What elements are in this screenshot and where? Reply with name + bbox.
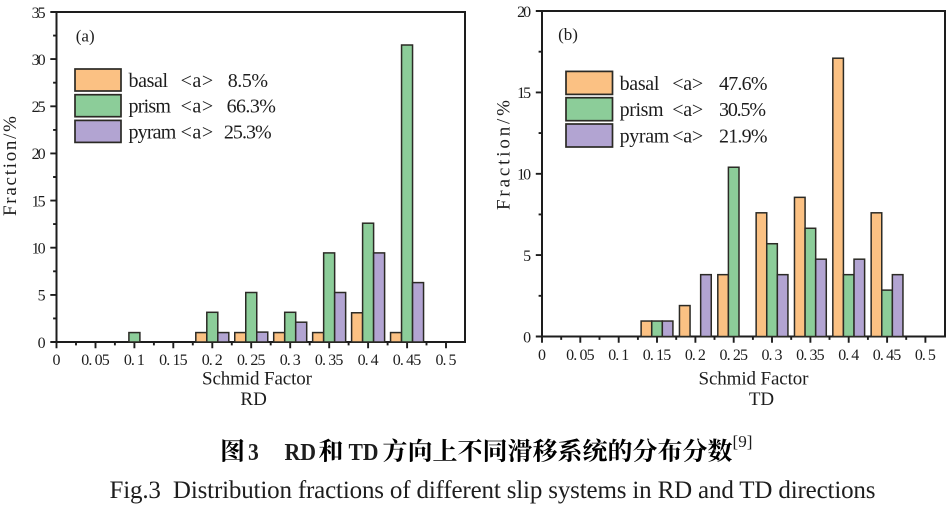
svg-text:(a): (a) — [76, 27, 95, 46]
svg-text:0. 45: 0. 45 — [873, 347, 902, 364]
svg-text:0. 35: 0. 35 — [796, 347, 825, 364]
svg-text:20: 20 — [517, 4, 531, 21]
svg-text:5: 5 — [38, 288, 46, 305]
svg-text:0. 15: 0. 15 — [159, 352, 188, 369]
svg-text:10: 10 — [32, 241, 46, 258]
svg-text:<a>: <a> — [181, 121, 214, 143]
svg-text:basal: basal — [620, 73, 660, 95]
svg-text:35: 35 — [32, 5, 46, 22]
svg-text:0. 3: 0. 3 — [280, 352, 301, 369]
svg-text:[9]: [9] — [733, 432, 753, 451]
svg-text:(b): (b) — [558, 25, 578, 44]
svg-text:0. 1: 0. 1 — [608, 347, 629, 364]
svg-text:0. 5: 0. 5 — [436, 352, 457, 369]
svg-text:pyram: pyram — [620, 126, 670, 148]
svg-text:0. 2: 0. 2 — [685, 347, 706, 364]
svg-text:0: 0 — [53, 352, 61, 369]
svg-text:30.5%: 30.5% — [719, 99, 766, 121]
svg-text:25.3%: 25.3% — [224, 121, 272, 143]
svg-text:<a>: <a> — [181, 70, 214, 92]
svg-text:0. 35: 0. 35 — [315, 352, 344, 369]
svg-text:15: 15 — [517, 85, 531, 102]
svg-text:0. 4: 0. 4 — [838, 347, 859, 364]
svg-text:0: 0 — [523, 329, 531, 346]
svg-text:<a>: <a> — [672, 126, 703, 148]
svg-text:0. 45: 0. 45 — [393, 352, 422, 369]
svg-text:0. 1: 0. 1 — [124, 352, 145, 369]
svg-text:21.9%: 21.9% — [719, 126, 768, 148]
svg-text:0. 3: 0. 3 — [762, 347, 783, 364]
svg-text:8.5%: 8.5% — [228, 70, 268, 92]
svg-text:15: 15 — [32, 193, 46, 210]
svg-text:TD: TD — [749, 389, 774, 410]
svg-text:47.6%: 47.6% — [719, 73, 768, 95]
svg-text:0. 4: 0. 4 — [358, 352, 379, 369]
svg-text:0. 15: 0. 15 — [643, 347, 672, 364]
svg-text:<a>: <a> — [181, 96, 214, 118]
svg-text:0. 05: 0. 05 — [566, 347, 595, 364]
svg-text:0. 5: 0. 5 — [915, 347, 936, 364]
svg-text:RD: RD — [240, 389, 266, 410]
svg-text:TD: TD — [349, 440, 379, 466]
svg-text:<a>: <a> — [672, 73, 703, 95]
svg-text:3: 3 — [248, 440, 259, 466]
svg-text:25: 25 — [32, 99, 46, 116]
svg-text:30: 30 — [32, 52, 46, 69]
svg-text:0. 2: 0. 2 — [202, 352, 223, 369]
svg-text:Fig.3 Distribution fractions: Fig.3 Distribution fractions of differen… — [110, 477, 876, 504]
svg-text:Fraction/%: Fraction/% — [494, 100, 515, 210]
svg-text:prism: prism — [620, 99, 664, 121]
svg-text:10: 10 — [517, 167, 531, 184]
svg-text:0. 25: 0. 25 — [237, 352, 266, 369]
svg-text:basal: basal — [129, 70, 169, 92]
svg-text:Schmid Factor: Schmid Factor — [202, 368, 313, 389]
svg-text:<a>: <a> — [672, 99, 703, 121]
svg-text:pyram: pyram — [129, 121, 177, 143]
svg-text:Schmid Factor: Schmid Factor — [699, 368, 810, 389]
svg-text:RD: RD — [285, 440, 317, 466]
svg-text:20: 20 — [32, 146, 46, 163]
svg-text:prism: prism — [129, 96, 172, 118]
svg-text:0: 0 — [38, 335, 46, 352]
svg-text:0: 0 — [538, 347, 546, 364]
svg-text:0. 25: 0. 25 — [720, 347, 749, 364]
svg-text:Fraction/%: Fraction/% — [0, 116, 21, 216]
svg-text:66.3%: 66.3% — [227, 96, 276, 118]
svg-text:0. 05: 0. 05 — [81, 352, 110, 369]
svg-text:5: 5 — [523, 248, 531, 265]
